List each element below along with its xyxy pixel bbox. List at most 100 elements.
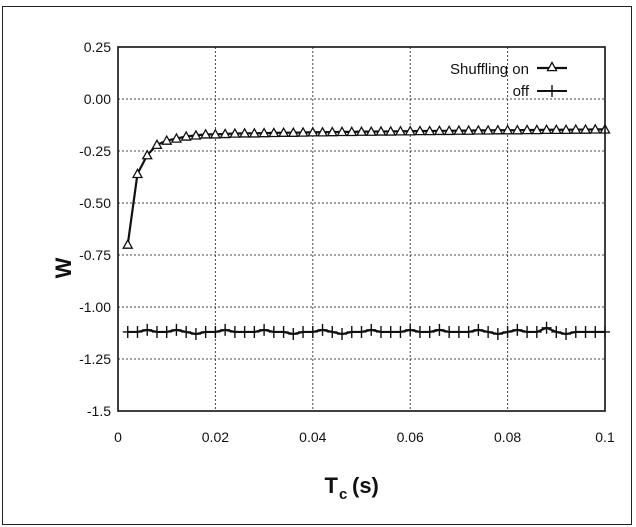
data-point-plus [541,321,552,334]
data-point-triangle [307,126,319,137]
data-point-triangle [453,124,465,135]
y-tick-label: -0.50 [79,195,111,211]
data-point-triangle [492,124,504,135]
data-point-triangle [122,238,134,249]
data-point-plus [307,325,318,338]
data-point-triangle [277,126,290,137]
data-point-triangle [463,124,475,135]
data-point-triangle [394,125,407,136]
x-tick-label: 0.08 [494,429,521,445]
data-point-triangle [482,124,494,135]
data-point-triangle [209,128,222,139]
legend-label-shuffling-on: Shuffling on [450,61,529,78]
data-point-plus [356,325,367,338]
data-point-triangle [141,149,153,160]
plot-area [117,46,606,412]
data-point-plus [531,325,542,338]
data-point-triangle [346,126,358,137]
x-tick-label: 0 [114,429,122,445]
y-tick-label: -0.25 [79,143,111,159]
data-point-triangle [200,128,212,139]
data-point-plus [580,325,591,338]
data-point-triangle [404,125,416,136]
data-point-plus [337,328,348,341]
data-point-plus [346,325,357,338]
data-point-triangle [151,138,163,150]
data-point-plus [229,325,240,338]
data-point-plus [317,323,328,336]
data-point-plus [561,328,572,341]
data-point-plus [405,323,416,336]
data-point-triangle [161,134,173,145]
data-point-triangle [180,130,192,141]
data-point-plus [414,325,425,338]
data-point-triangle [540,123,553,135]
legend-swatches [537,61,567,97]
data-point-plus [502,325,513,338]
y-axis-label: W [51,257,76,278]
x-axis-label-subscript: c [339,486,347,503]
data-point-triangle [472,124,484,135]
data-point-triangle [229,127,241,138]
data-point-triangle [531,124,543,135]
data-point-plus [424,325,435,338]
data-point-plus [453,325,464,338]
data-point-plus [385,325,396,338]
x-axis-label: T c (s) [325,473,379,503]
data-point-plus [327,325,338,338]
data-point-triangle [297,126,309,137]
data-point-triangle [414,125,426,136]
data-point-plus [473,323,484,336]
data-point-plus [239,325,250,338]
data-point-triangle [190,129,202,140]
data-point-plus [210,325,221,338]
data-point-plus [122,325,133,338]
y-tick-label: -1.5 [87,403,111,419]
data-point-plus [463,325,474,338]
data-point-plus [190,328,201,341]
data-point-triangle [131,168,144,179]
data-point-plus [249,325,260,338]
data-point-triangle [560,123,572,135]
data-point-plus [366,323,377,336]
data-point-triangle [501,124,514,135]
tick-labels: 0.25 0.00 -0.25 -0.50 -0.75 -1.00 -1.25 -1.50 0.… [79,39,615,445]
data-point-triangle [316,126,329,137]
data-point-plus [142,323,153,336]
data-point-plus [181,325,192,338]
data-point-triangle [570,123,582,134]
y-tick-label: 0.25 [84,39,111,55]
data-point-plus [512,323,523,336]
data-point-triangle [521,124,533,135]
series-group [122,123,611,341]
data-point-plus [132,325,143,338]
data-point-triangle [336,126,348,137]
data-point-triangle [326,126,338,137]
x-axis-label-main: T [325,473,339,498]
data-point-plus [298,325,309,338]
x-tick-label: 0.06 [397,429,424,445]
data-point-plus [522,325,533,338]
legend-label-off: off [513,83,530,100]
data-point-plus [288,328,299,341]
series-line [126,128,605,245]
data-point-triangle [239,127,251,138]
series-off [122,321,610,341]
data-point-plus [151,325,162,338]
data-point-triangle [355,125,368,136]
data-point-triangle [443,124,455,136]
data-point-triangle [287,126,299,137]
data-point-plus [444,325,455,338]
x-tick-label: 0.1 [595,429,615,445]
data-point-plus [200,325,211,338]
x-tick-label: 0.02 [202,429,229,445]
data-point-triangle [219,128,231,139]
x-tick-label: 0.04 [299,429,326,445]
data-point-triangle [258,127,270,138]
x-axis-label-unit: (s) [352,473,379,498]
legend: Shuffling on off [450,61,567,100]
data-point-triangle [424,125,436,136]
data-point-plus [161,325,172,338]
legend-marker-plus [547,85,557,97]
